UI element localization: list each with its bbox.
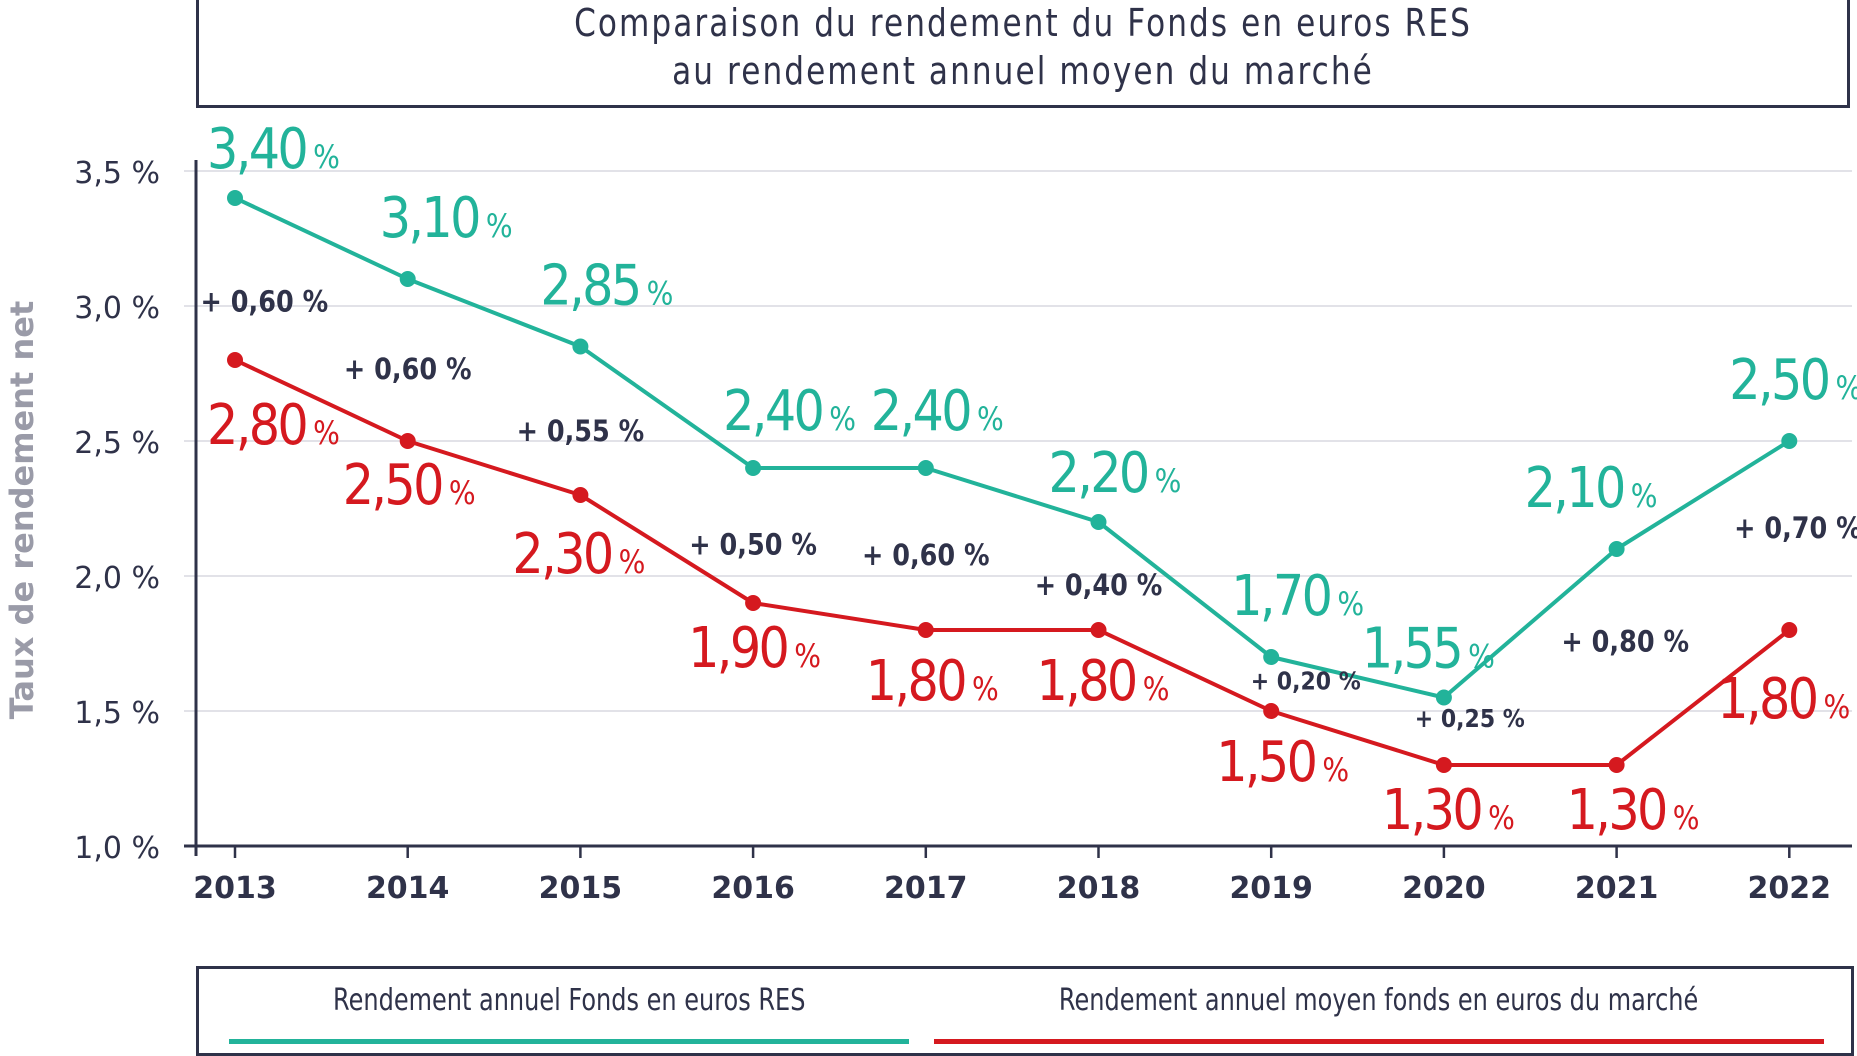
value-label-res: 3,40% [207, 117, 340, 182]
difference-label: + 0,20 % [1251, 666, 1361, 696]
data-point-market [399, 433, 416, 449]
chart-title: Comparaison du rendement du Fonds en eur… [574, 1, 1472, 45]
data-point-res [1090, 514, 1107, 530]
data-point-res [399, 271, 416, 287]
legend: Rendement annuel Fonds en euros RES Rend… [196, 966, 1854, 1056]
data-point-res [917, 460, 934, 476]
data-point-res [227, 190, 243, 206]
x-tick-label: 2019 [1229, 871, 1313, 906]
data-point-market [1435, 757, 1452, 773]
x-tick-label: 2021 [1575, 871, 1659, 906]
legend-label-res: Rendement annuel Fonds en euros RES [332, 983, 806, 1018]
value-label-res: 1,55% [1362, 617, 1495, 682]
data-point-market [1263, 703, 1280, 719]
value-label-res: 2,40% [871, 379, 1004, 444]
value-label-res: 2,20% [1049, 441, 1182, 506]
legend-item-res: Rendement annuel Fonds en euros RES [229, 983, 909, 1044]
x-tick-label: 2016 [711, 871, 795, 906]
x-tick-label: 2022 [1748, 871, 1832, 906]
value-label-market: 1,80% [1037, 649, 1170, 714]
y-tick-label: 2,0 % [74, 561, 160, 596]
data-point-res [1263, 649, 1280, 665]
data-point-market [1090, 622, 1107, 638]
value-label-res: 2,10% [1525, 456, 1658, 521]
y-tick-label: 3,0 % [74, 291, 160, 326]
series-points [227, 190, 1798, 773]
series-line-res [234, 196, 1791, 700]
data-point-market [917, 622, 934, 638]
x-tick-labels: 2013 2014 2015 2016 2017 2018 2019 2020 2021 2022 [193, 871, 1831, 906]
difference-label: + 0,70 % [1734, 513, 1857, 546]
data-point-res [1435, 689, 1452, 706]
data-point-market [1781, 622, 1798, 638]
difference-label: + 0,60 % [344, 353, 472, 386]
x-tick-label: 2017 [884, 871, 968, 906]
chart-title-box: Comparaison du rendement du Fonds en eur… [196, 0, 1850, 108]
data-point-market [227, 352, 243, 368]
difference-label: + 0,40 % [1035, 569, 1163, 602]
legend-label-market: Rendement annuel moyen fonds en euros du… [1059, 983, 1699, 1018]
difference-labels: + 0,60 % + 0,60 % + 0,55 % + 0,50 % + 0,60 %… [201, 286, 1857, 734]
gridlines [184, 170, 1852, 712]
chart-subtitle: au rendement annuel moyen du marché [672, 49, 1374, 93]
value-label-market: 2,80% [207, 393, 340, 458]
difference-label: + 0,50 % [689, 529, 817, 562]
value-label-market: 2,50% [343, 453, 476, 518]
difference-label: + 0,55 % [517, 416, 645, 449]
y-tick-labels: 1,0 % 1,5 % 2,0 % 2,5 % 3,0 % 3,5 % [74, 156, 160, 866]
value-label-res: 2,50% [1729, 348, 1857, 413]
data-point-res [1608, 541, 1625, 557]
data-labels: 3,40 % 3,10 % 2,85 % 2,40% 2,40 % 2,20 % 1,70 %1,55%… [207, 117, 1857, 843]
x-tick-label: 2020 [1402, 871, 1486, 906]
value-label-res: 1,70% [1231, 564, 1364, 629]
difference-label: + 0,60 % [862, 540, 990, 573]
data-point-market [572, 487, 589, 503]
data-point-res [1781, 433, 1798, 449]
difference-label: + 0,25 % [1415, 704, 1525, 734]
value-label-market: 2,30% [512, 522, 645, 587]
x-tick-label: 2013 [193, 871, 277, 906]
data-point-market [1608, 757, 1625, 773]
value-label-res: 2,40% [723, 379, 856, 444]
data-point-market [745, 595, 762, 611]
data-point-res [572, 338, 589, 355]
series-line-market [234, 358, 1791, 767]
value-label-market: 1,80% [866, 649, 999, 714]
y-tick-label: 1,0 % [74, 831, 160, 866]
series-lines [234, 196, 1791, 767]
difference-label: + 0,60 % [201, 286, 329, 319]
y-tick-label: 2,5 % [74, 426, 160, 461]
value-label-market: 1,30% [1382, 778, 1515, 843]
x-tick-label: 2018 [1057, 871, 1141, 906]
x-tick-label: 2014 [366, 871, 450, 906]
value-label-market: 1,90% [688, 616, 821, 681]
difference-label: + 0,80 % [1561, 626, 1689, 659]
axes [184, 160, 1852, 858]
y-tick-label: 1,5 % [74, 696, 160, 731]
value-label-market: 1,30% [1567, 778, 1700, 843]
value-label-res: 2,85% [540, 254, 673, 319]
legend-item-market: Rendement annuel moyen fonds en euros du… [934, 983, 1824, 1044]
y-tick-label: 3,5 % [74, 156, 160, 191]
value-label-res: 3,10% [380, 186, 513, 251]
value-label-market: 1,50% [1216, 730, 1349, 795]
value-label-market: 1,80% [1717, 667, 1850, 732]
x-tick-label: 2015 [539, 871, 623, 906]
data-point-res [745, 460, 762, 476]
legend-swatch-market [934, 1039, 1824, 1044]
legend-swatch-res [229, 1039, 909, 1044]
